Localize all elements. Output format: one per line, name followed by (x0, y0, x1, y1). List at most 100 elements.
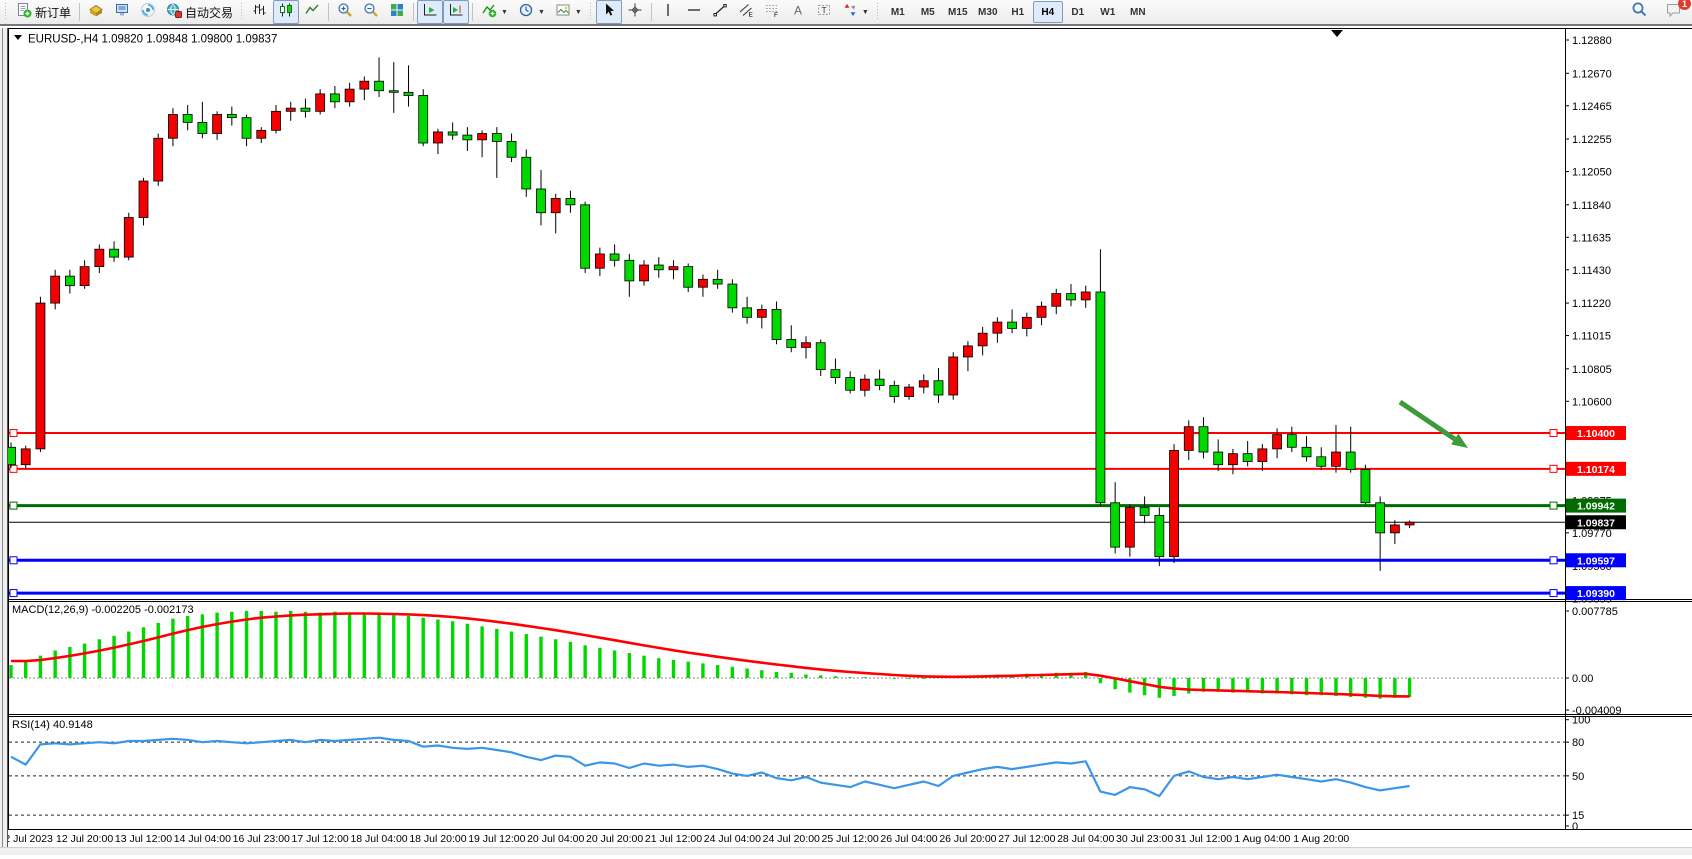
trend-arrow-head[interactable] (1451, 433, 1468, 448)
macd-tick-label: 0.00 (1572, 673, 1593, 685)
bull-candle (256, 129, 267, 139)
bull-candle (123, 217, 134, 258)
price-badge-label: 1.10174 (1577, 464, 1615, 476)
vertical-line-button[interactable] (655, 0, 681, 24)
timeframe-h1-button[interactable]: H1 (1011, 6, 1025, 18)
time-label: 1 Aug 20:00 (1293, 833, 1349, 845)
bull-candle (1228, 453, 1238, 466)
macd-histogram-bar (568, 641, 573, 678)
svg-text:F: F (774, 12, 778, 18)
macd-histogram-bar (141, 627, 146, 678)
macd-histogram-bar (657, 658, 661, 678)
search-button[interactable] (1626, 0, 1652, 24)
data-window-button[interactable] (109, 0, 135, 24)
macd-histogram-bar (9, 665, 13, 678)
hline-handle[interactable] (9, 464, 18, 473)
notifications-button[interactable]: 1 (1660, 0, 1691, 24)
macd-histogram-bar (436, 619, 440, 678)
bear-candle (491, 133, 502, 142)
chart-shift-button[interactable] (443, 0, 470, 24)
templates-button[interactable]: ▼ (550, 0, 587, 24)
timeframe-h4-button[interactable]: H4 (1032, 1, 1063, 23)
price-tick-label: 1.12050 (1572, 167, 1612, 179)
time-label: 28 Jul 04:00 (1057, 833, 1114, 845)
equidistant-channel-button[interactable]: E (733, 0, 759, 24)
horizontal-line-objects[interactable] (9, 429, 1565, 598)
chart-window[interactable]: 1.12880 1.12670 1.12465 1.12255 1.12050 1.118… (0, 28, 1692, 854)
macd-histogram-bar (347, 612, 352, 678)
macd-histogram-bar (318, 612, 322, 678)
macd-histogram-bar (583, 645, 587, 678)
zoom-in-icon (337, 2, 353, 23)
bear-candle (521, 156, 532, 190)
periods-button[interactable]: ▼ (513, 0, 550, 24)
price-tick-label: 1.11015 (1572, 331, 1611, 343)
timeframe-m5-button[interactable]: M5 (920, 6, 935, 18)
chart-canvas[interactable]: 1.12880 1.12670 1.12465 1.12255 1.12050 1.118… (0, 28, 1692, 854)
bar-chart-button[interactable] (247, 0, 273, 24)
zoom-in-button[interactable] (332, 0, 358, 24)
market-watch-button[interactable] (83, 0, 109, 24)
hline-handle[interactable] (9, 429, 18, 438)
hline-handle[interactable] (1549, 501, 1558, 510)
zoom-out-button[interactable] (358, 0, 384, 24)
hline-handle[interactable] (1549, 589, 1558, 598)
timeframe-d1-button[interactable]: D1 (1071, 6, 1085, 18)
cursor-button[interactable] (595, 0, 622, 24)
price-tick-label: 1.11220 (1572, 298, 1611, 310)
indicators-button[interactable]: ▼ (476, 0, 513, 24)
bull-candle (668, 266, 679, 271)
auto-scroll-button[interactable] (417, 0, 444, 24)
macd-tick-label: 0.007785 (1572, 606, 1618, 618)
arrows-button[interactable]: ▼ (837, 0, 874, 24)
time-label: 19 Jul 12:00 (468, 833, 525, 845)
bear-candle (1139, 507, 1150, 516)
price-badge-label: 1.09390 (1577, 588, 1615, 600)
bull-candle (963, 345, 973, 358)
hline-handle[interactable] (9, 589, 18, 598)
hline-handle[interactable] (9, 501, 18, 510)
macd-histogram-bar (82, 643, 87, 678)
bear-candle (197, 122, 208, 134)
crosshair-button[interactable] (622, 0, 648, 24)
price-badge-label: 1.09942 (1577, 501, 1615, 513)
bear-candle (447, 131, 458, 136)
hline-handle[interactable] (9, 556, 18, 565)
navigator-button[interactable] (135, 0, 161, 24)
macd-histogram-bar (774, 671, 779, 678)
price-badge (1566, 586, 1626, 601)
auto-trading-button[interactable]: 自动交易 (161, 0, 238, 24)
macd-histogram-bar (1113, 678, 1117, 690)
text-button[interactable]: A (785, 0, 811, 24)
bull-candle (1183, 426, 1194, 451)
text-label-button[interactable]: T (811, 0, 837, 24)
timeframe-m15-button[interactable]: M15 (948, 6, 968, 18)
candlestick-chart-button[interactable] (273, 0, 300, 24)
macd-histogram-bar (259, 610, 263, 678)
time-label: 13 Jul 12:00 (115, 833, 172, 845)
trendline-button[interactable] (707, 0, 733, 24)
macd-histogram-bar (127, 631, 131, 678)
time-axis[interactable]: 12 Jul 2023 12 Jul 20:00 13 Jul 12:00 14 Ju… (0, 833, 1349, 845)
chart-title: EURUSD-,H4 1.09820 1.09848 1.09800 1.098… (28, 34, 277, 46)
bear-candle (1095, 291, 1106, 504)
fibonacci-button[interactable]: F (759, 0, 785, 24)
symbol-dropdown-icon[interactable] (14, 35, 22, 40)
tile-windows-button[interactable] (384, 0, 410, 24)
time-label: 24 Jul 20:00 (763, 833, 820, 845)
timeframe-w1-button[interactable]: W1 (1100, 6, 1116, 18)
annotation-arrow[interactable] (1398, 399, 1468, 448)
timeframe-m1-button[interactable]: M1 (890, 6, 905, 18)
time-label: 31 Jul 12:00 (1175, 833, 1232, 845)
hline-handle[interactable] (1549, 429, 1558, 438)
trend-arrow-line[interactable] (1398, 399, 1457, 442)
timeframe-mn-button[interactable]: MN (1130, 6, 1146, 18)
timeframe-m30-button[interactable]: M30 (978, 6, 998, 18)
line-chart-button[interactable] (299, 0, 325, 24)
bull-candle (1021, 316, 1032, 329)
macd-histogram-bar (701, 663, 705, 678)
hline-handle[interactable] (1549, 556, 1558, 565)
horizontal-line-button[interactable] (681, 0, 707, 24)
new-order-button[interactable]: 新订单 (11, 0, 76, 24)
hline-handle[interactable] (1549, 464, 1558, 473)
